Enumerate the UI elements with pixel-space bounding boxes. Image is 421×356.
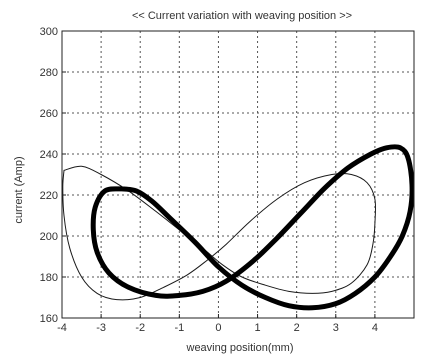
x-tick-label-4: 0	[215, 322, 221, 334]
plot-frame	[61, 30, 415, 319]
y-tick-label-7: 300	[40, 26, 58, 38]
x-tick-label-0: -4	[57, 322, 67, 334]
x-axis-title: weaving position(mm)	[186, 342, 294, 354]
y-tick-label-0: 160	[40, 313, 58, 325]
x-tick-label-5: 1	[254, 322, 260, 334]
series-lines	[62, 144, 414, 311]
x-tick-label-1: -3	[96, 322, 106, 334]
x-tick-label-6: 2	[294, 322, 300, 334]
y-tick-label-2: 200	[40, 231, 58, 243]
x-tick-label-7: 3	[333, 322, 339, 334]
y-tick-label-3: 220	[40, 190, 58, 202]
chart-title: << Current variation with weaving positi…	[132, 10, 352, 22]
y-tick-label-1: 180	[40, 272, 58, 284]
x-tick-label-2: -2	[135, 322, 145, 334]
series-line-thick	[90, 144, 414, 311]
y-tick-label-5: 260	[40, 108, 58, 120]
x-tick-label-3: -1	[174, 322, 184, 334]
y-tick-label-6: 280	[40, 67, 58, 79]
y-axis-title: current (Amp)	[13, 156, 25, 223]
x-tick-label-8: 4	[372, 322, 378, 334]
tick-labels: -4 -3 -2 -1 0 1 2 3 4 160 180 200 220 240 260 280 300	[40, 26, 378, 334]
y-tick-label-4: 240	[40, 149, 58, 161]
